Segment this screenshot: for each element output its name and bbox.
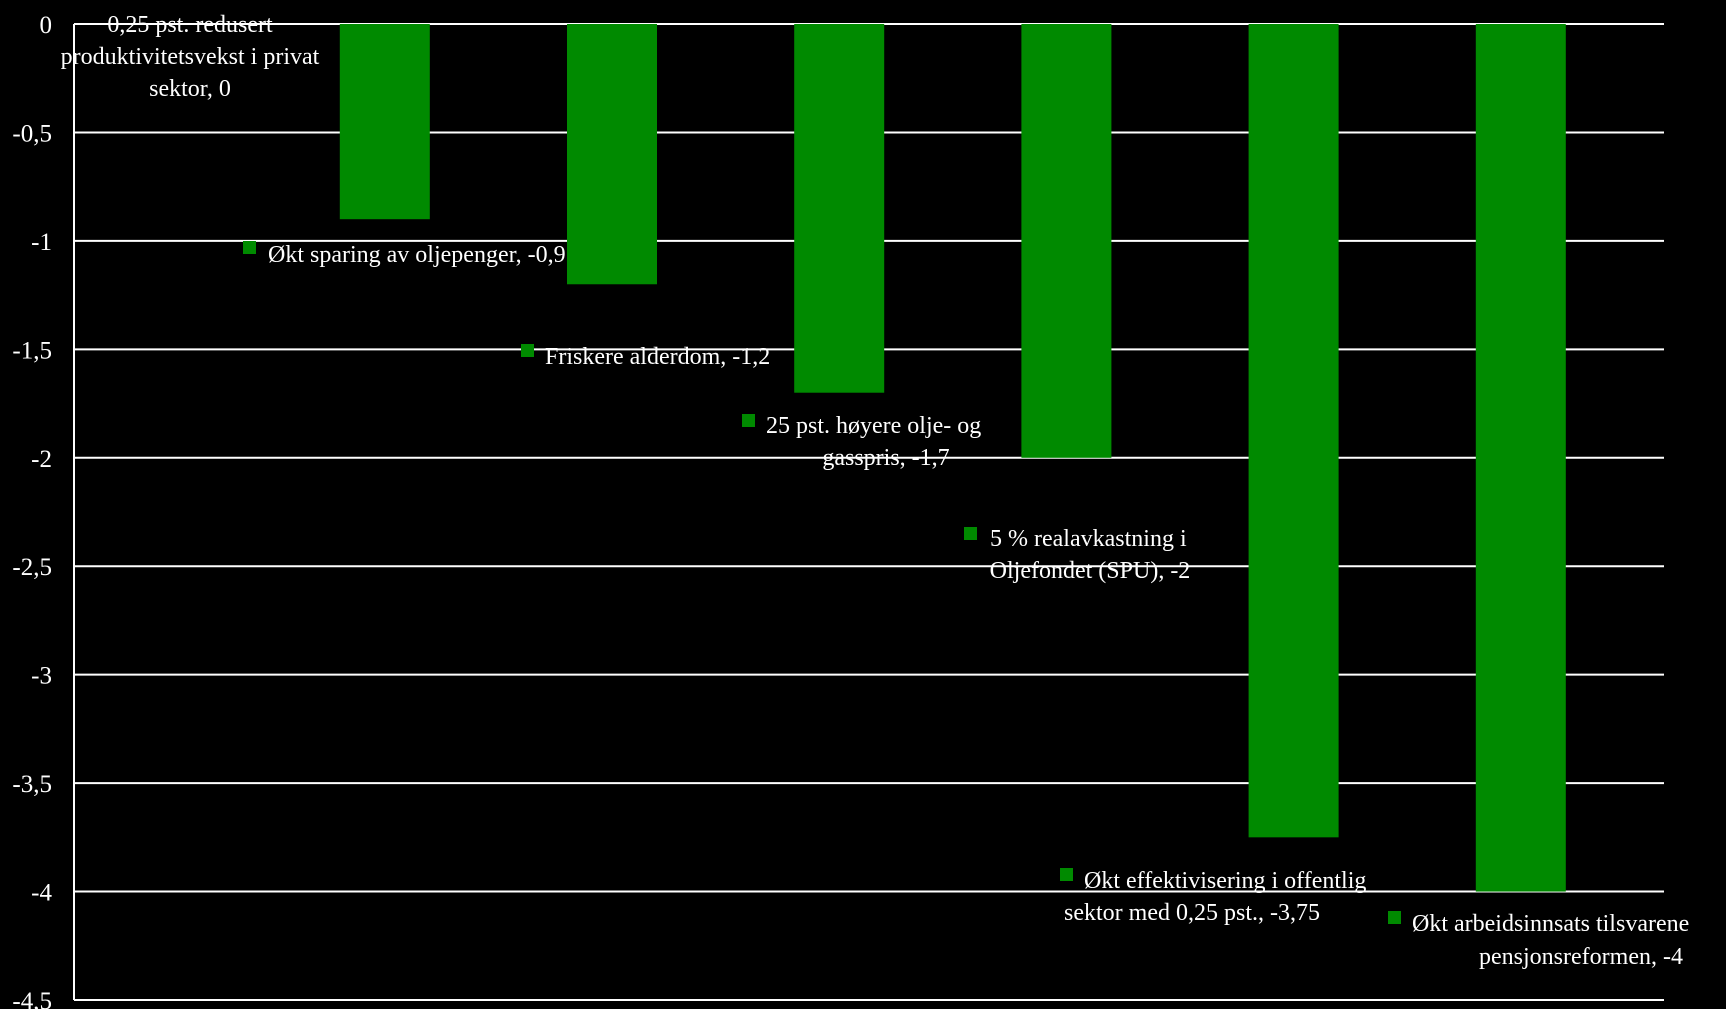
- bar: [1021, 24, 1112, 458]
- data-label: 5 % realavkastning i: [990, 526, 1187, 552]
- data-label-marker: [1388, 911, 1401, 924]
- y-tick-label: -2: [31, 446, 52, 473]
- data-label-marker: [521, 344, 534, 357]
- y-tick-label: 0: [40, 12, 53, 39]
- y-tick-label: -2,5: [12, 554, 52, 581]
- data-label: Økt effektivisering i offentlig: [1084, 868, 1366, 894]
- bars: [339, 24, 1566, 892]
- y-tick-label: -4,5: [12, 988, 52, 1009]
- data-label-marker: [742, 414, 755, 427]
- data-label: Oljefondet (SPU), -2: [990, 558, 1191, 584]
- bar: [567, 24, 657, 285]
- y-tick-label: -3,5: [12, 771, 52, 798]
- data-label: Friskere alderdom, -1,2: [545, 344, 770, 370]
- y-tick-label: -1,5: [12, 337, 52, 364]
- bar: [794, 24, 885, 393]
- data-label: pensjonsreformen, -4: [1479, 944, 1683, 970]
- data-label: produktivitetsvekst i privat: [61, 44, 320, 70]
- bar: [1475, 24, 1566, 892]
- y-tick-label: -0,5: [12, 120, 52, 147]
- data-label-marker: [1060, 868, 1073, 881]
- bar: [1248, 24, 1339, 838]
- data-label: 0,25 pst. redusert: [107, 12, 273, 38]
- data-label-marker: [964, 527, 977, 540]
- data-label: sektor, 0: [149, 76, 231, 102]
- y-tick-label: -3: [31, 663, 52, 690]
- y-tick-label: -4: [31, 880, 52, 907]
- data-label-marker: [243, 241, 256, 254]
- data-label: gasspris, -1,7: [822, 445, 949, 471]
- y-axis: 0 -0,5 -1 -1,5 -2 -2,5 -3 -3,5 -4 -4,5: [12, 12, 75, 1009]
- data-label: Økt arbeidsinnsats tilsvarene: [1412, 911, 1689, 937]
- y-tick-label: -1: [31, 229, 52, 256]
- data-label: sektor med 0,25 pst., -3,75: [1064, 900, 1320, 926]
- data-label: Økt sparing av oljepenger, -0,9: [268, 242, 566, 268]
- gridlines: [74, 23, 1664, 1001]
- data-label: 25 pst. høyere olje- og: [766, 413, 981, 439]
- data-labels: 0,25 pst. redusert produktivitetsvekst i …: [61, 12, 1690, 970]
- bar: [339, 24, 430, 220]
